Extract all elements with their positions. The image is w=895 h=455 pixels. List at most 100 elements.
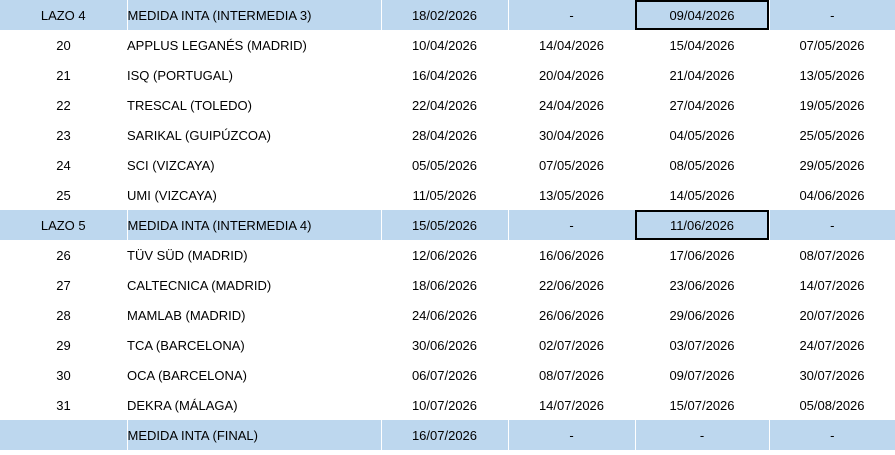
row-number-cell[interactable]: 22 xyxy=(0,90,127,120)
row-number-cell[interactable]: 27 xyxy=(0,270,127,300)
row-number-cell[interactable]: 28 xyxy=(0,300,127,330)
table-row: 24 SCI (VIZCAYA) 05/05/2026 07/05/2026 0… xyxy=(0,150,895,180)
table-row: MEDIDA INTA (FINAL) 16/07/2026 - - - xyxy=(0,420,895,450)
date-cell-1[interactable]: 10/07/2026 xyxy=(381,390,508,420)
table-row: LAZO 4 MEDIDA INTA (INTERMEDIA 3) 18/02/… xyxy=(0,0,895,30)
date-cell-2[interactable]: 20/04/2026 xyxy=(508,60,635,90)
row-label-cell[interactable]: MEDIDA INTA (INTERMEDIA 4) xyxy=(127,210,382,240)
row-label-cell[interactable]: MEDIDA INTA (FINAL) xyxy=(127,420,382,450)
row-label-cell[interactable]: ISQ (PORTUGAL) xyxy=(127,60,381,90)
date-cell-2[interactable]: 22/06/2026 xyxy=(508,270,635,300)
row-number-cell[interactable]: 21 xyxy=(0,60,127,90)
table-row: 20 APPLUS LEGANÉS (MADRID) 10/04/2026 14… xyxy=(0,30,895,60)
date-cell-3[interactable]: 04/05/2026 xyxy=(635,120,769,150)
date-cell-2[interactable]: 14/07/2026 xyxy=(508,390,635,420)
row-label-cell[interactable]: MEDIDA INTA (INTERMEDIA 3) xyxy=(127,0,382,30)
date-cell-2[interactable]: 16/06/2026 xyxy=(508,240,635,270)
table-row: 27 CALTECNICA (MADRID) 18/06/2026 22/06/… xyxy=(0,270,895,300)
date-cell-3[interactable]: 15/07/2026 xyxy=(635,390,769,420)
row-label-cell[interactable]: TRESCAL (TOLEDO) xyxy=(127,90,381,120)
row-label-cell[interactable]: MAMLAB (MADRID) xyxy=(127,300,381,330)
date-cell-3[interactable]: 21/04/2026 xyxy=(635,60,769,90)
date-cell-2[interactable]: - xyxy=(508,420,636,450)
row-number-cell[interactable]: 31 xyxy=(0,390,127,420)
date-cell-1[interactable]: 18/02/2026 xyxy=(381,0,509,30)
row-number-cell[interactable]: 24 xyxy=(0,150,127,180)
date-cell-2[interactable]: - xyxy=(508,0,636,30)
date-cell-1[interactable]: 18/06/2026 xyxy=(381,270,508,300)
date-cell-4[interactable]: 07/05/2026 xyxy=(769,30,895,60)
date-cell-3[interactable]: 17/06/2026 xyxy=(635,240,769,270)
date-cell-3[interactable]: 23/06/2026 xyxy=(635,270,769,300)
date-cell-1[interactable]: 05/05/2026 xyxy=(381,150,508,180)
table-row: 21 ISQ (PORTUGAL) 16/04/2026 20/04/2026 … xyxy=(0,60,895,90)
date-cell-1[interactable]: 16/04/2026 xyxy=(381,60,508,90)
row-number-cell[interactable]: 25 xyxy=(0,180,127,210)
row-number-cell[interactable]: 26 xyxy=(0,240,127,270)
date-cell-2[interactable]: 26/06/2026 xyxy=(508,300,635,330)
row-number-cell[interactable]: 23 xyxy=(0,120,127,150)
row-label-cell[interactable]: APPLUS LEGANÉS (MADRID) xyxy=(127,30,381,60)
table-row: 30 OCA (BARCELONA) 06/07/2026 08/07/2026… xyxy=(0,360,895,390)
date-cell-1[interactable]: 11/05/2026 xyxy=(381,180,508,210)
date-cell-2[interactable]: 07/05/2026 xyxy=(508,150,635,180)
date-cell-3[interactable]: - xyxy=(635,420,770,450)
row-number-cell[interactable]: 20 xyxy=(0,30,127,60)
date-cell-4[interactable]: 20/07/2026 xyxy=(769,300,895,330)
date-cell-1[interactable]: 10/04/2026 xyxy=(381,30,508,60)
date-cell-1[interactable]: 06/07/2026 xyxy=(381,360,508,390)
date-cell-4[interactable]: 14/07/2026 xyxy=(769,270,895,300)
row-label-cell[interactable]: TCA (BARCELONA) xyxy=(127,330,381,360)
date-cell-4[interactable]: 24/07/2026 xyxy=(769,330,895,360)
date-cell-1[interactable]: 16/07/2026 xyxy=(381,420,509,450)
row-label-cell[interactable]: TÜV SÜD (MADRID) xyxy=(127,240,381,270)
date-cell-4[interactable]: 19/05/2026 xyxy=(769,90,895,120)
date-cell-1[interactable]: 12/06/2026 xyxy=(381,240,508,270)
date-cell-2[interactable]: 24/04/2026 xyxy=(508,90,635,120)
date-cell-3[interactable]: 15/04/2026 xyxy=(635,30,769,60)
row-label-cell[interactable]: SARIKAL (GUIPÚZCOA) xyxy=(127,120,381,150)
date-cell-2[interactable]: 14/04/2026 xyxy=(508,30,635,60)
date-cell-4[interactable]: 04/06/2026 xyxy=(769,180,895,210)
date-cell-2[interactable]: - xyxy=(508,210,636,240)
selected-date-cell[interactable]: 09/04/2026 xyxy=(635,0,770,30)
row-label-cell[interactable]: CALTECNICA (MADRID) xyxy=(127,270,381,300)
date-cell-1[interactable]: 28/04/2026 xyxy=(381,120,508,150)
table-row: 29 TCA (BARCELONA) 30/06/2026 02/07/2026… xyxy=(0,330,895,360)
date-cell-4[interactable]: - xyxy=(769,210,895,240)
date-cell-2[interactable]: 08/07/2026 xyxy=(508,360,635,390)
date-cell-3[interactable]: 14/05/2026 xyxy=(635,180,769,210)
date-cell-4[interactable]: 29/05/2026 xyxy=(769,150,895,180)
date-cell-1[interactable]: 24/06/2026 xyxy=(381,300,508,330)
row-number-cell[interactable]: 29 xyxy=(0,330,127,360)
date-cell-3[interactable]: 09/07/2026 xyxy=(635,360,769,390)
table-row: 22 TRESCAL (TOLEDO) 22/04/2026 24/04/202… xyxy=(0,90,895,120)
date-cell-3[interactable]: 27/04/2026 xyxy=(635,90,769,120)
date-cell-1[interactable]: 22/04/2026 xyxy=(381,90,508,120)
date-cell-4[interactable]: 25/05/2026 xyxy=(769,120,895,150)
row-number-cell[interactable]: 30 xyxy=(0,360,127,390)
date-cell-2[interactable]: 13/05/2026 xyxy=(508,180,635,210)
date-cell-1[interactable]: 15/05/2026 xyxy=(381,210,509,240)
date-cell-4[interactable]: - xyxy=(769,420,895,450)
row-label-cell[interactable]: SCI (VIZCAYA) xyxy=(127,150,381,180)
row-label-cell[interactable]: UMI (VIZCAYA) xyxy=(127,180,381,210)
date-cell-3[interactable]: 29/06/2026 xyxy=(635,300,769,330)
date-cell-1[interactable]: 30/06/2026 xyxy=(381,330,508,360)
row-label-cell[interactable]: OCA (BARCELONA) xyxy=(127,360,381,390)
date-cell-4[interactable]: 13/05/2026 xyxy=(769,60,895,90)
date-cell-4[interactable]: 05/08/2026 xyxy=(769,390,895,420)
date-cell-2[interactable]: 30/04/2026 xyxy=(508,120,635,150)
row-number-cell[interactable] xyxy=(0,420,128,450)
date-cell-4[interactable]: 08/07/2026 xyxy=(769,240,895,270)
date-cell-3[interactable]: 08/05/2026 xyxy=(635,150,769,180)
row-number-cell[interactable]: LAZO 4 xyxy=(0,0,128,30)
row-number-cell[interactable]: LAZO 5 xyxy=(0,210,128,240)
row-label-cell[interactable]: DEKRA (MÁLAGA) xyxy=(127,390,381,420)
date-cell-4[interactable]: 30/07/2026 xyxy=(769,360,895,390)
date-cell-3[interactable]: 03/07/2026 xyxy=(635,330,769,360)
date-cell-2[interactable]: 02/07/2026 xyxy=(508,330,635,360)
selected-date-cell[interactable]: 11/06/2026 xyxy=(635,210,770,240)
date-cell-4[interactable]: - xyxy=(769,0,895,30)
